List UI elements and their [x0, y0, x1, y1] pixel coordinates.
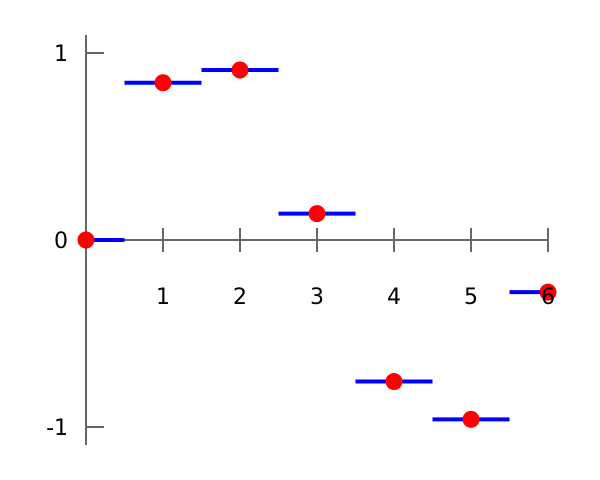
data-points [77, 61, 557, 428]
x-tick-label: 5 [464, 285, 478, 310]
y-tick-label: -1 [46, 416, 68, 441]
data-point [385, 373, 403, 391]
x-tick-label: 1 [156, 285, 170, 310]
data-point [308, 205, 326, 223]
data-point [539, 283, 557, 301]
tick-labels: 1 2 3 4 5 6 1 0 -1 [46, 42, 555, 441]
data-point [154, 74, 172, 92]
x-tick-label: 6 [541, 285, 555, 310]
y-tick-label: 0 [54, 229, 68, 254]
data-point [231, 61, 249, 79]
x-tick-label: 3 [310, 285, 324, 310]
x-tick-label: 4 [387, 285, 401, 310]
axes [85, 35, 549, 445]
x-tick-label: 2 [233, 285, 247, 310]
y-tick-label: 1 [54, 42, 68, 67]
data-point [462, 410, 480, 428]
data-point [77, 231, 95, 249]
